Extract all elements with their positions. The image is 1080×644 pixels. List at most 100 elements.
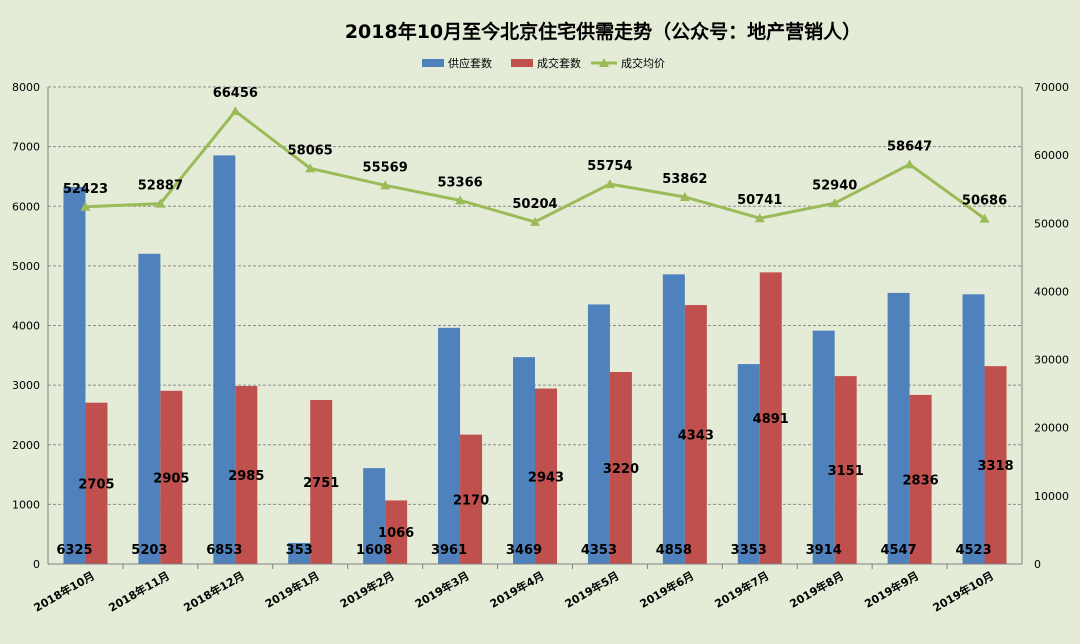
price-marker — [155, 198, 166, 208]
legend-swatch — [422, 59, 444, 67]
y-left-tick-label: 1000 — [12, 498, 40, 511]
data-label-price: 66456 — [213, 86, 258, 101]
bar-deal — [535, 388, 557, 564]
bar-deal — [834, 376, 857, 564]
y-left-tick-label: 8000 — [12, 81, 40, 94]
legend-swatch — [511, 59, 533, 67]
price-marker — [305, 163, 316, 173]
data-label-price: 53862 — [662, 172, 707, 187]
data-label-price: 58065 — [288, 143, 333, 158]
y-left-tick-label: 0 — [33, 558, 40, 571]
bar-supply — [812, 330, 835, 564]
data-label-supply: 4547 — [881, 543, 917, 558]
data-label-supply: 3961 — [431, 543, 467, 558]
legend-marker — [599, 58, 609, 67]
data-label-deal: 2170 — [453, 493, 489, 508]
bar-supply — [887, 292, 910, 564]
bar-supply — [513, 357, 535, 564]
data-label-supply: 353 — [286, 543, 313, 558]
y-left-tick-label: 6000 — [12, 200, 40, 213]
data-label-price: 50204 — [512, 197, 557, 212]
y-left-tick-label: 3000 — [12, 379, 40, 392]
data-label-price: 52887 — [138, 179, 183, 194]
bar-supply — [438, 327, 461, 564]
bar-deal — [235, 386, 258, 564]
bar-deal — [909, 394, 932, 564]
data-label-deal: 2985 — [228, 469, 264, 484]
data-label-price: 52940 — [812, 178, 857, 193]
price-marker — [530, 216, 540, 226]
data-label-supply: 3469 — [506, 543, 542, 558]
y-right-tick-label: 30000 — [1034, 354, 1069, 367]
data-label-deal: 4343 — [678, 429, 714, 444]
price-marker — [754, 213, 765, 223]
data-label-price: 58647 — [887, 139, 932, 154]
data-label-deal: 2836 — [903, 473, 939, 488]
bar-deal — [759, 272, 782, 564]
legend: 供应套数 成交套数 成交均价 — [422, 56, 665, 70]
price-marker — [679, 191, 690, 201]
y-right-tick-label: 0 — [1034, 558, 1041, 571]
y-left-tick-label: 4000 — [12, 320, 40, 333]
bar-deal — [460, 434, 483, 564]
bar-deal — [310, 399, 333, 564]
bar-deal — [609, 372, 632, 564]
data-label-deal: 2751 — [303, 476, 339, 491]
data-label-deal: 3318 — [977, 459, 1013, 474]
data-label-supply: 3353 — [731, 543, 767, 558]
bar-supply — [587, 304, 610, 564]
price-marker — [829, 198, 840, 208]
data-label-deal: 3151 — [828, 464, 864, 479]
data-label-supply: 6325 — [56, 543, 92, 558]
bar-supply — [962, 294, 985, 564]
price-marker — [604, 179, 615, 189]
y-right-tick-label: 70000 — [1034, 81, 1069, 94]
data-label-deal: 3220 — [603, 462, 639, 477]
y-right-tick-label: 40000 — [1034, 285, 1069, 298]
y-right-tick-label: 10000 — [1034, 490, 1069, 503]
data-label-deal: 4891 — [753, 412, 789, 427]
data-label-price: 55754 — [587, 159, 632, 174]
data-label-deal: 1066 — [378, 526, 414, 541]
y-right-tick-label: 60000 — [1034, 149, 1069, 162]
bar-supply — [138, 253, 161, 564]
bar-deal — [684, 305, 707, 564]
bar-deal — [160, 390, 183, 564]
price-marker — [80, 201, 91, 211]
data-label-supply: 6853 — [206, 543, 242, 558]
bars — [63, 155, 1007, 564]
bar-deal — [984, 366, 1007, 564]
price-marker — [979, 213, 990, 223]
data-label-supply: 4523 — [955, 543, 991, 558]
data-label-price: 55569 — [363, 160, 408, 175]
data-label-price: 50686 — [962, 194, 1007, 209]
price-marker — [904, 159, 915, 169]
y-left-tick-label: 2000 — [12, 439, 40, 452]
data-label-supply: 4858 — [656, 543, 692, 558]
data-label-supply: 5203 — [131, 543, 167, 558]
chart-title: 2018年10月至今北京住宅供需走势（公众号：地产营销人） — [345, 20, 861, 43]
legend-label: 供应套数 — [448, 56, 492, 70]
data-label-deal: 2905 — [153, 471, 189, 486]
y-right-tick-label: 20000 — [1034, 422, 1069, 435]
line-series — [80, 106, 990, 226]
data-labels: 6325 2705 5203 2905 6853 2985 353 2751 1608 1066 3… — [56, 86, 1013, 558]
data-label-price: 50741 — [737, 193, 782, 208]
bar-supply — [363, 468, 386, 564]
data-label-supply: 4353 — [581, 543, 617, 558]
legend-label: 成交均价 — [621, 56, 665, 70]
bar-supply — [662, 274, 685, 564]
bar-deal — [385, 500, 408, 564]
price-marker — [230, 106, 241, 116]
bar-supply — [63, 186, 86, 564]
price-marker — [455, 195, 466, 205]
data-label-price: 52423 — [63, 182, 108, 197]
data-label-deal: 2943 — [528, 470, 564, 485]
y-right-tick-label: 50000 — [1034, 217, 1069, 230]
bar-supply — [288, 542, 311, 564]
data-label-deal: 2705 — [78, 477, 114, 492]
y-left-tick-label: 5000 — [12, 260, 40, 273]
bar-supply — [213, 155, 236, 564]
